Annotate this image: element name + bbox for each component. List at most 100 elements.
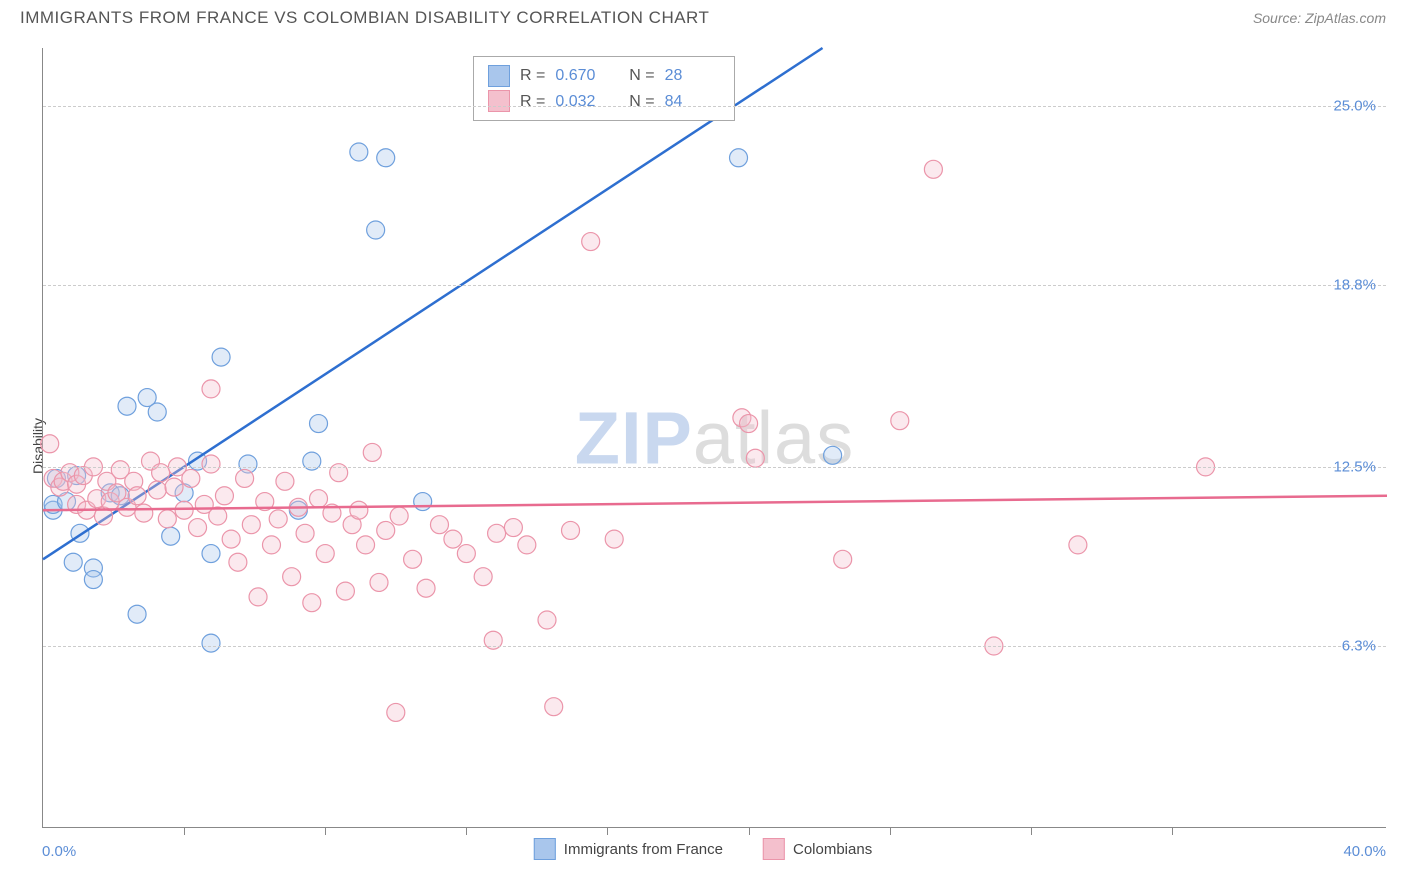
data-point [276,472,294,490]
data-point [834,550,852,568]
data-point [377,149,395,167]
data-point [202,380,220,398]
data-point [336,582,354,600]
data-point [417,579,435,597]
data-point [740,415,758,433]
data-point [148,403,166,421]
y-tick-label: 25.0% [1333,97,1376,114]
stat-r-value: 0.032 [555,89,610,115]
x-tick [749,827,750,835]
y-tick-label: 6.3% [1342,638,1376,655]
data-point [370,573,388,591]
y-tick-label: 18.8% [1333,276,1376,293]
data-point [746,449,764,467]
trend-line [43,496,1387,510]
data-point [518,536,536,554]
gridline [43,106,1386,107]
data-point [209,507,227,525]
x-tick [890,827,891,835]
x-tick [607,827,608,835]
chart-area: ZIPatlas R = 0.670 N = 28R = 0.032 N = 8… [42,48,1386,828]
gridline [43,467,1386,468]
gridline [43,646,1386,647]
data-point [357,536,375,554]
data-point [148,481,166,499]
data-point [249,588,267,606]
data-point [430,516,448,534]
data-point [202,545,220,563]
data-point [924,160,942,178]
data-point [158,510,176,528]
x-tick [184,827,185,835]
x-tick [1031,827,1032,835]
source-label: Source: ZipAtlas.com [1253,10,1386,26]
x-tick [466,827,467,835]
data-point [457,545,475,563]
data-point [730,149,748,167]
data-point [162,527,180,545]
stat-n-label: N = [620,63,654,89]
legend-swatch [488,65,510,87]
data-point [414,493,432,511]
data-point [283,568,301,586]
data-point [363,443,381,461]
data-point [367,221,385,239]
data-point [545,698,563,716]
data-point [212,348,230,366]
data-point [296,524,314,542]
data-point [303,594,321,612]
data-point [215,487,233,505]
data-point [229,553,247,571]
legend-label: Immigrants from France [564,841,723,858]
legend-swatch [488,90,510,112]
legend-swatch [534,838,556,860]
stats-legend: R = 0.670 N = 28R = 0.032 N = 84 [473,56,735,121]
data-point [310,415,328,433]
data-point [128,487,146,505]
legend-label: Colombians [793,841,872,858]
data-point [128,605,146,623]
data-point [310,490,328,508]
data-point [444,530,462,548]
data-point [488,524,506,542]
stat-r-label: R = [520,89,545,115]
data-point [504,519,522,537]
data-point [262,536,280,554]
stat-n-label: N = [620,89,654,115]
data-point [824,446,842,464]
data-point [387,703,405,721]
data-point [175,501,193,519]
scatter-plot-svg [43,48,1386,827]
data-point [474,568,492,586]
data-point [242,516,260,534]
data-point [316,545,334,563]
data-point [222,530,240,548]
stat-r-label: R = [520,63,545,89]
bottom-legend: Immigrants from France Colombians [534,838,872,860]
data-point [64,553,82,571]
data-point [350,501,368,519]
data-point [377,521,395,539]
data-point [269,510,287,528]
stat-n-value: 28 [665,63,720,89]
data-point [182,469,200,487]
data-point [350,143,368,161]
gridline [43,285,1386,286]
legend-item: Immigrants from France [534,838,723,860]
legend-item: Colombians [763,838,872,860]
stat-n-value: 84 [665,89,720,115]
data-point [538,611,556,629]
data-point [1069,536,1087,554]
data-point [118,397,136,415]
data-point [582,233,600,251]
chart-title: IMMIGRANTS FROM FRANCE VS COLOMBIAN DISA… [20,8,709,28]
data-point [41,435,59,453]
data-point [404,550,422,568]
x-tick [1172,827,1173,835]
data-point [605,530,623,548]
legend-swatch [763,838,785,860]
stat-r-value: 0.670 [555,63,610,89]
data-point [84,571,102,589]
legend-row: R = 0.032 N = 84 [488,89,720,115]
y-tick-label: 12.5% [1333,458,1376,475]
